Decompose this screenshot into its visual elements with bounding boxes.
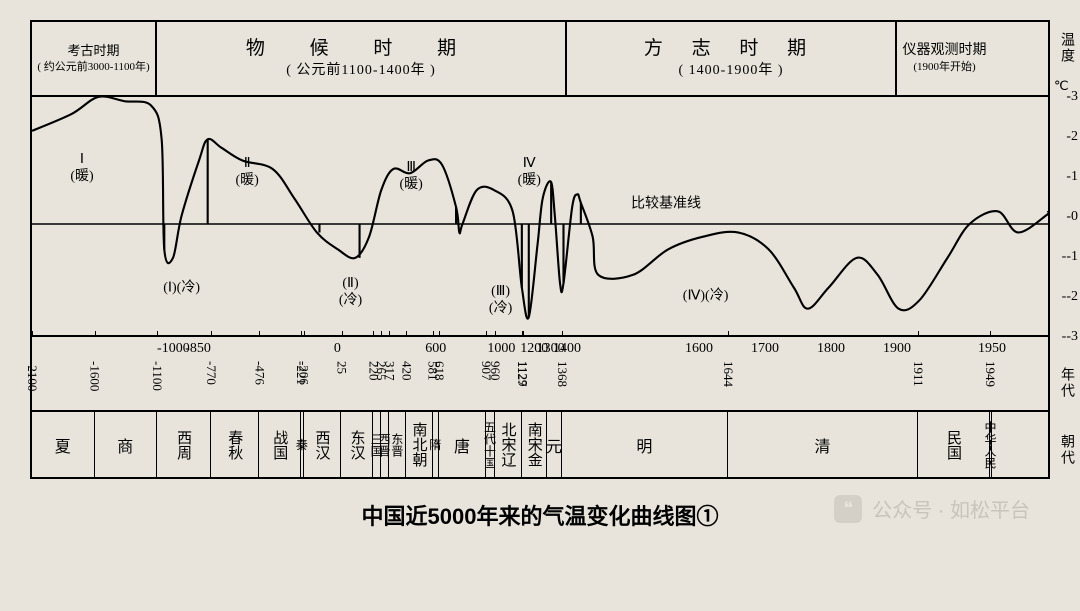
dynasty-row: 夏商西周春秋战国秦西汉东汉三国西晋东晋南北朝隋唐五代十国北宋辽南宋金元明清民国中… [32,412,1048,477]
dynasty-cell: 南宋金 [522,412,547,477]
chart-frame: 温度 ℃ 年代 朝代 考古时期 ( 约公元前3000-1100年) 物 候 时 … [30,20,1050,479]
era-instrumental: 仪器观测时期 (1900年开始) [897,22,992,95]
dynasty-cell: 商 [95,412,158,477]
year-tick-vertical: 1949 [982,359,998,387]
era-phenological: 物 候 时 期 ( 公元前1100-1400年 ) [157,22,567,95]
year-tick-vertical: 960 [487,359,503,381]
era-archaeological: 考古时期 ( 约公元前3000-1100年) [32,22,157,95]
ytick-label: --1 [1062,249,1078,265]
year-tick-row: -1000-8500600100012001300140016001700180… [32,337,1048,412]
warm-period-4: Ⅳ(暖) [518,156,541,190]
watermark-text: 公众号 · 如松平台 [872,494,1030,523]
dynasty-cell: 唐 [439,412,486,477]
ytick-label: -2 [1066,129,1078,145]
year-tick-horizontal: 1600 [685,341,713,357]
year-tick-vertical: 1644 [720,359,736,387]
dynasty-cell: 清 [728,412,918,477]
year-tick-vertical: 1129 [515,359,531,387]
cold-period-2: (Ⅱ)(冷) [339,276,362,310]
dynasty-cell: 东晋 [389,412,406,477]
dynasty-cell: 五代十国 [486,412,495,477]
year-tick-horizontal: -850 [185,341,211,357]
cold-period-1: (Ⅰ)(冷) [163,281,200,298]
year-tick-vertical: 1911 [910,359,926,387]
temperature-curve-svg [32,97,1048,351]
year-tick-vertical: 25 [334,359,350,374]
wechat-icon: ❝ [834,495,862,523]
ytick-label: -1 [1066,169,1078,185]
year-tick-horizontal: 0 [334,341,341,357]
year-tick-vertical: 420 [398,359,414,381]
dynasty-cell: 夏 [32,412,95,477]
dynasty-cell: 春秋 [211,412,259,477]
dynasty-cell: 民国 [918,412,990,477]
year-tick-horizontal: 1800 [817,341,845,357]
year-tick-vertical: -476 [251,359,267,385]
era-gazetteer: 方 志 时 期 ( 1400-1900年 ) [567,22,897,95]
year-tick-vertical: 317 [381,359,397,381]
dynasty-axis-label: 朝代 [1056,434,1076,466]
cold-period-3: (Ⅲ)(冷) [489,284,512,318]
era-header-row: 考古时期 ( 约公元前3000-1100年) 物 候 时 期 ( 公元前1100… [32,22,1048,97]
ytick-label: -3 [1066,89,1078,105]
dynasty-cell: 元 [547,412,562,477]
temp-label: 温度 [1056,32,1076,64]
warm-period-3: Ⅲ(暖) [400,160,423,194]
year-tick-horizontal: 1700 [751,341,779,357]
ytick-label: --2 [1062,289,1078,305]
year-tick-horizontal: 1000 [487,341,515,357]
warm-period-2: Ⅱ(暖) [236,156,259,190]
year-tick-vertical: -1100 [149,359,165,391]
ytick-label: -0 [1066,209,1078,225]
year-tick-vertical: -770 [203,359,219,385]
watermark: ❝ 公众号 · 如松平台 [834,494,1030,523]
year-tick-horizontal: 1400 [553,341,581,357]
year-tick-horizontal: 1950 [978,341,1006,357]
year-tick-vertical: 1368 [554,359,570,387]
cold-period-4: (Ⅳ)(冷) [683,289,729,306]
year-tick-vertical: 618 [431,359,447,381]
year-tick-vertical: -1600 [87,359,103,391]
year-tick-vertical: -206 [296,359,312,385]
year-tick-horizontal: 1900 [883,341,911,357]
year-tick-horizontal: 600 [425,341,446,357]
warm-period-1: Ⅰ(暖) [70,152,93,186]
dynasty-cell: 北宋辽 [495,412,522,477]
year-axis-label: 年代 [1056,367,1076,399]
baseline-label: 比较基准线 [631,197,701,214]
dynasty-cell: 明 [562,412,728,477]
dynasty-cell: 战国 [259,412,301,477]
year-tick-vertical: -2100 [24,359,40,391]
plot-area: Ⅰ(暖) Ⅱ(暖) Ⅲ(暖) Ⅳ(暖) (Ⅰ)(冷) (Ⅱ)(冷) (Ⅲ)(冷)… [32,97,1048,337]
dynasty-cell: 西周 [157,412,211,477]
dynasty-cell: 中华人民 [990,412,992,477]
dynasty-cell: 西汉 [304,412,342,477]
ytick-label: --3 [1062,329,1078,345]
